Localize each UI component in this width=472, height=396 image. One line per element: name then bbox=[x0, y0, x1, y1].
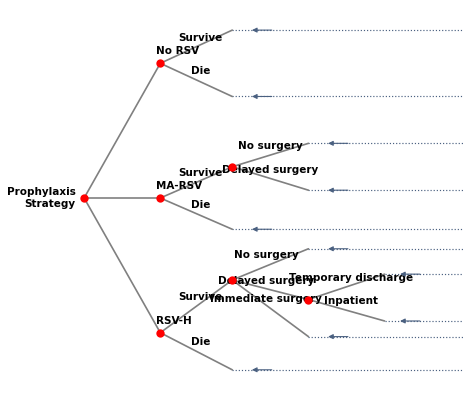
Text: Die: Die bbox=[191, 337, 210, 347]
Text: RSV-H: RSV-H bbox=[156, 316, 192, 326]
Text: Delayed surgery: Delayed surgery bbox=[222, 165, 319, 175]
Text: No surgery: No surgery bbox=[238, 141, 303, 151]
Text: MA-RSV: MA-RSV bbox=[156, 181, 202, 191]
Text: Die: Die bbox=[191, 200, 210, 210]
Text: Temporary discharge: Temporary discharge bbox=[289, 273, 413, 283]
Text: Die: Die bbox=[191, 66, 210, 76]
Text: Survive: Survive bbox=[178, 33, 223, 43]
Text: Survive: Survive bbox=[178, 292, 223, 303]
Text: Prophylaxis
Strategy: Prophylaxis Strategy bbox=[7, 187, 76, 209]
Text: Delayed surgery: Delayed surgery bbox=[218, 276, 314, 286]
Text: Inpatient: Inpatient bbox=[324, 296, 378, 307]
Text: Survive: Survive bbox=[178, 168, 223, 179]
Text: No RSV: No RSV bbox=[156, 46, 199, 56]
Text: No surgery: No surgery bbox=[234, 251, 298, 261]
Text: Immediate surgery: Immediate surgery bbox=[210, 294, 322, 305]
